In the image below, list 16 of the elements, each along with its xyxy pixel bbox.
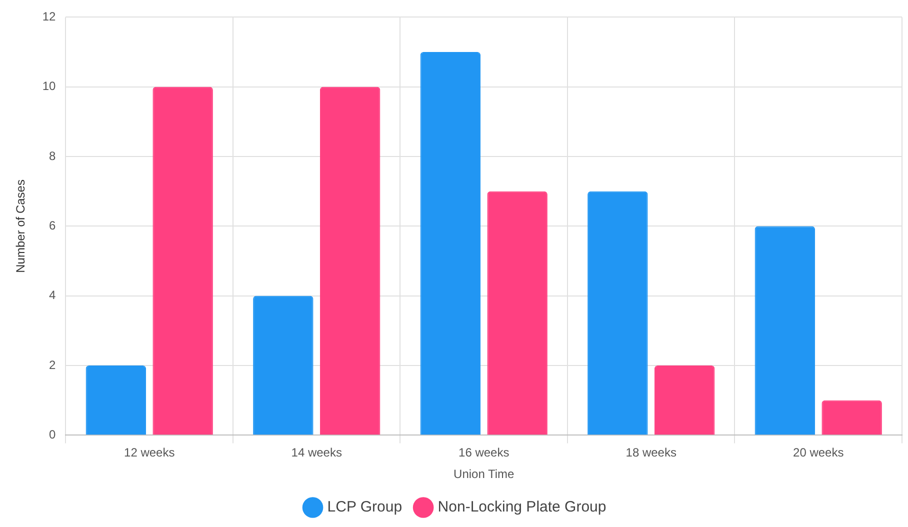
x-tick-label: 18 weeks [626,446,676,460]
x-tick-label: 12 weeks [124,446,175,460]
y-tick-label: 2 [49,358,56,372]
x-tick-label: 14 weeks [291,446,342,460]
legend-label: Non-Locking Plate Group [438,498,606,516]
x-tick-label: 20 weeks [793,446,844,460]
y-tick-label: 4 [49,288,56,302]
y-tick-label: 12 [42,10,56,24]
y-tick-label: 8 [49,148,56,163]
legend-label: LCP Group [327,498,402,516]
y-tick-label: 6 [49,218,56,233]
y-axis-title: Number of Cases [14,180,28,273]
x-tick-label: 16 weeks [458,446,510,460]
y-tick-label: 10 [42,79,56,94]
x-axis-title: Union Time [454,467,515,482]
y-tick-label: 0 [49,428,56,442]
